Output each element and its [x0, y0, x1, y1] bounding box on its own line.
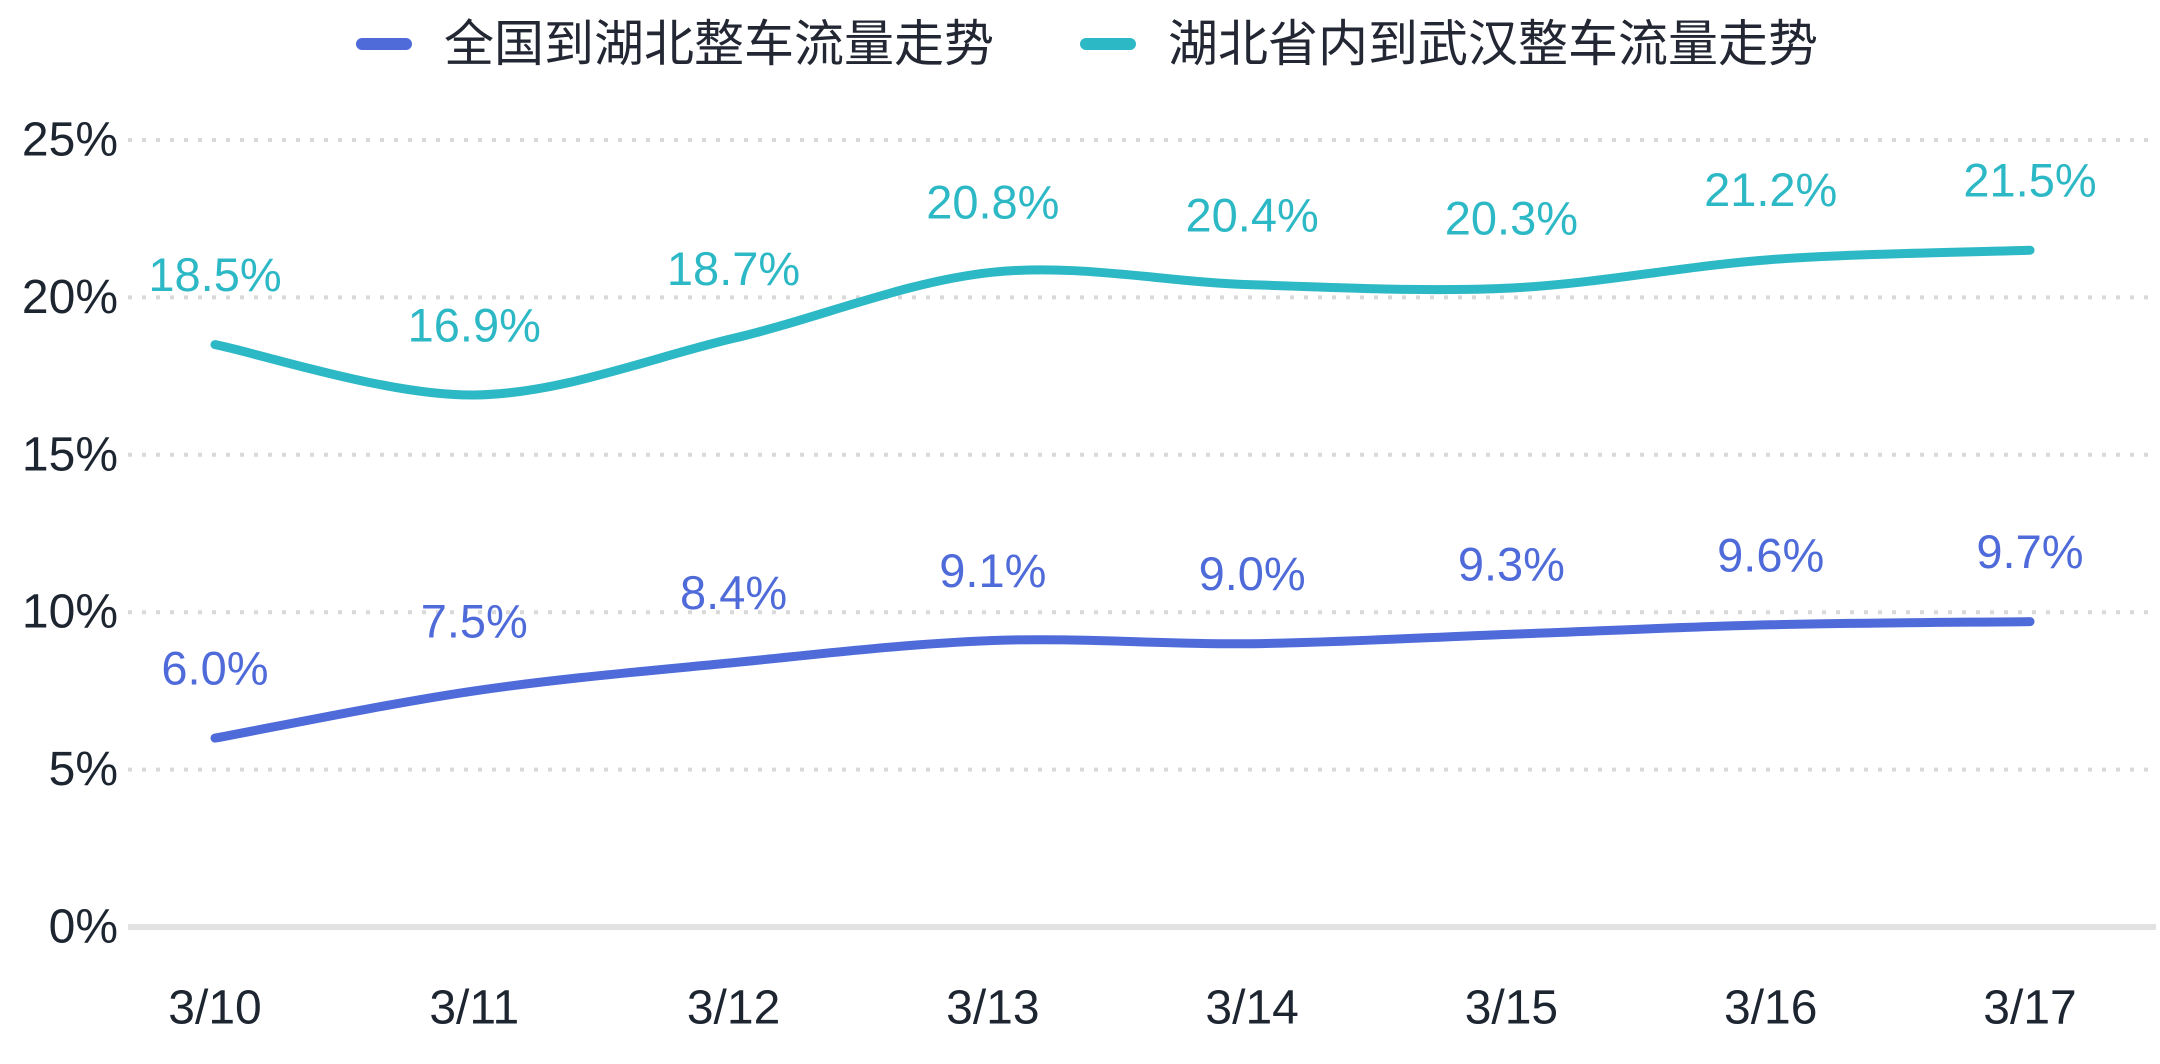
x-axis-tick-label: 3/14 — [1205, 982, 1298, 1035]
data-label-hubei-to-wuhan: 16.9% — [408, 298, 541, 351]
data-label-national-to-hubei: 9.1% — [939, 544, 1046, 597]
legend-item-national-to-hubei[interactable]: 全国到湖北整车流量走势 — [356, 19, 994, 69]
data-label-hubei-to-wuhan: 18.7% — [667, 242, 800, 295]
y-axis-tick-label: 25% — [22, 114, 118, 167]
x-axis-tick-label: 3/17 — [1983, 982, 2076, 1035]
y-axis-tick-label: 5% — [49, 743, 118, 796]
data-label-national-to-hubei: 9.0% — [1199, 547, 1306, 600]
y-axis-tick-label: 20% — [22, 271, 118, 324]
data-label-hubei-to-wuhan: 20.8% — [926, 176, 1059, 229]
y-axis-tick-label: 0% — [49, 901, 118, 954]
x-axis-tick-label: 3/12 — [687, 982, 780, 1035]
legend-item-hubei-to-wuhan[interactable]: 湖北省内到武汉整车流量走势 — [1080, 19, 1818, 69]
x-axis-tick-label: 3/13 — [946, 982, 1039, 1035]
legend-label-hubei-to-wuhan: 湖北省内到武汉整车流量走势 — [1168, 16, 1818, 72]
series-line-hubei-to-wuhan — [210, 245, 2035, 400]
data-label-hubei-to-wuhan: 18.5% — [148, 248, 281, 301]
data-label-national-to-hubei: 8.4% — [680, 566, 787, 619]
data-label-national-to-hubei: 9.6% — [1717, 528, 1824, 581]
x-axis-tick-label: 3/11 — [429, 982, 519, 1035]
legend-line-marker-blue — [356, 38, 412, 50]
y-axis-tick-label: 10% — [22, 586, 118, 639]
chart-legend: 全国到湖北整车流量走势 湖北省内到武汉整车流量走势 — [356, 8, 1818, 80]
x-axis-tick-label: 3/10 — [168, 982, 261, 1035]
legend-line-marker-teal — [1080, 38, 1136, 50]
data-label-hubei-to-wuhan: 21.5% — [1963, 154, 2096, 207]
data-label-national-to-hubei: 6.0% — [161, 642, 268, 695]
x-axis-tick-label: 3/15 — [1465, 982, 1558, 1035]
data-label-national-to-hubei: 9.7% — [1976, 525, 2083, 578]
x-axis-tick-label: 3/16 — [1724, 982, 1817, 1035]
data-label-hubei-to-wuhan: 20.3% — [1445, 191, 1578, 244]
data-label-hubei-to-wuhan: 21.2% — [1704, 163, 1837, 216]
data-label-national-to-hubei: 9.3% — [1458, 538, 1565, 591]
data-label-national-to-hubei: 7.5% — [421, 594, 528, 647]
legend-label-national-to-hubei: 全国到湖北整车流量走势 — [444, 16, 994, 72]
data-label-hubei-to-wuhan: 20.4% — [1186, 188, 1319, 241]
y-axis-tick-label: 15% — [22, 428, 118, 481]
series-line-national-to-hubei — [210, 617, 2035, 743]
